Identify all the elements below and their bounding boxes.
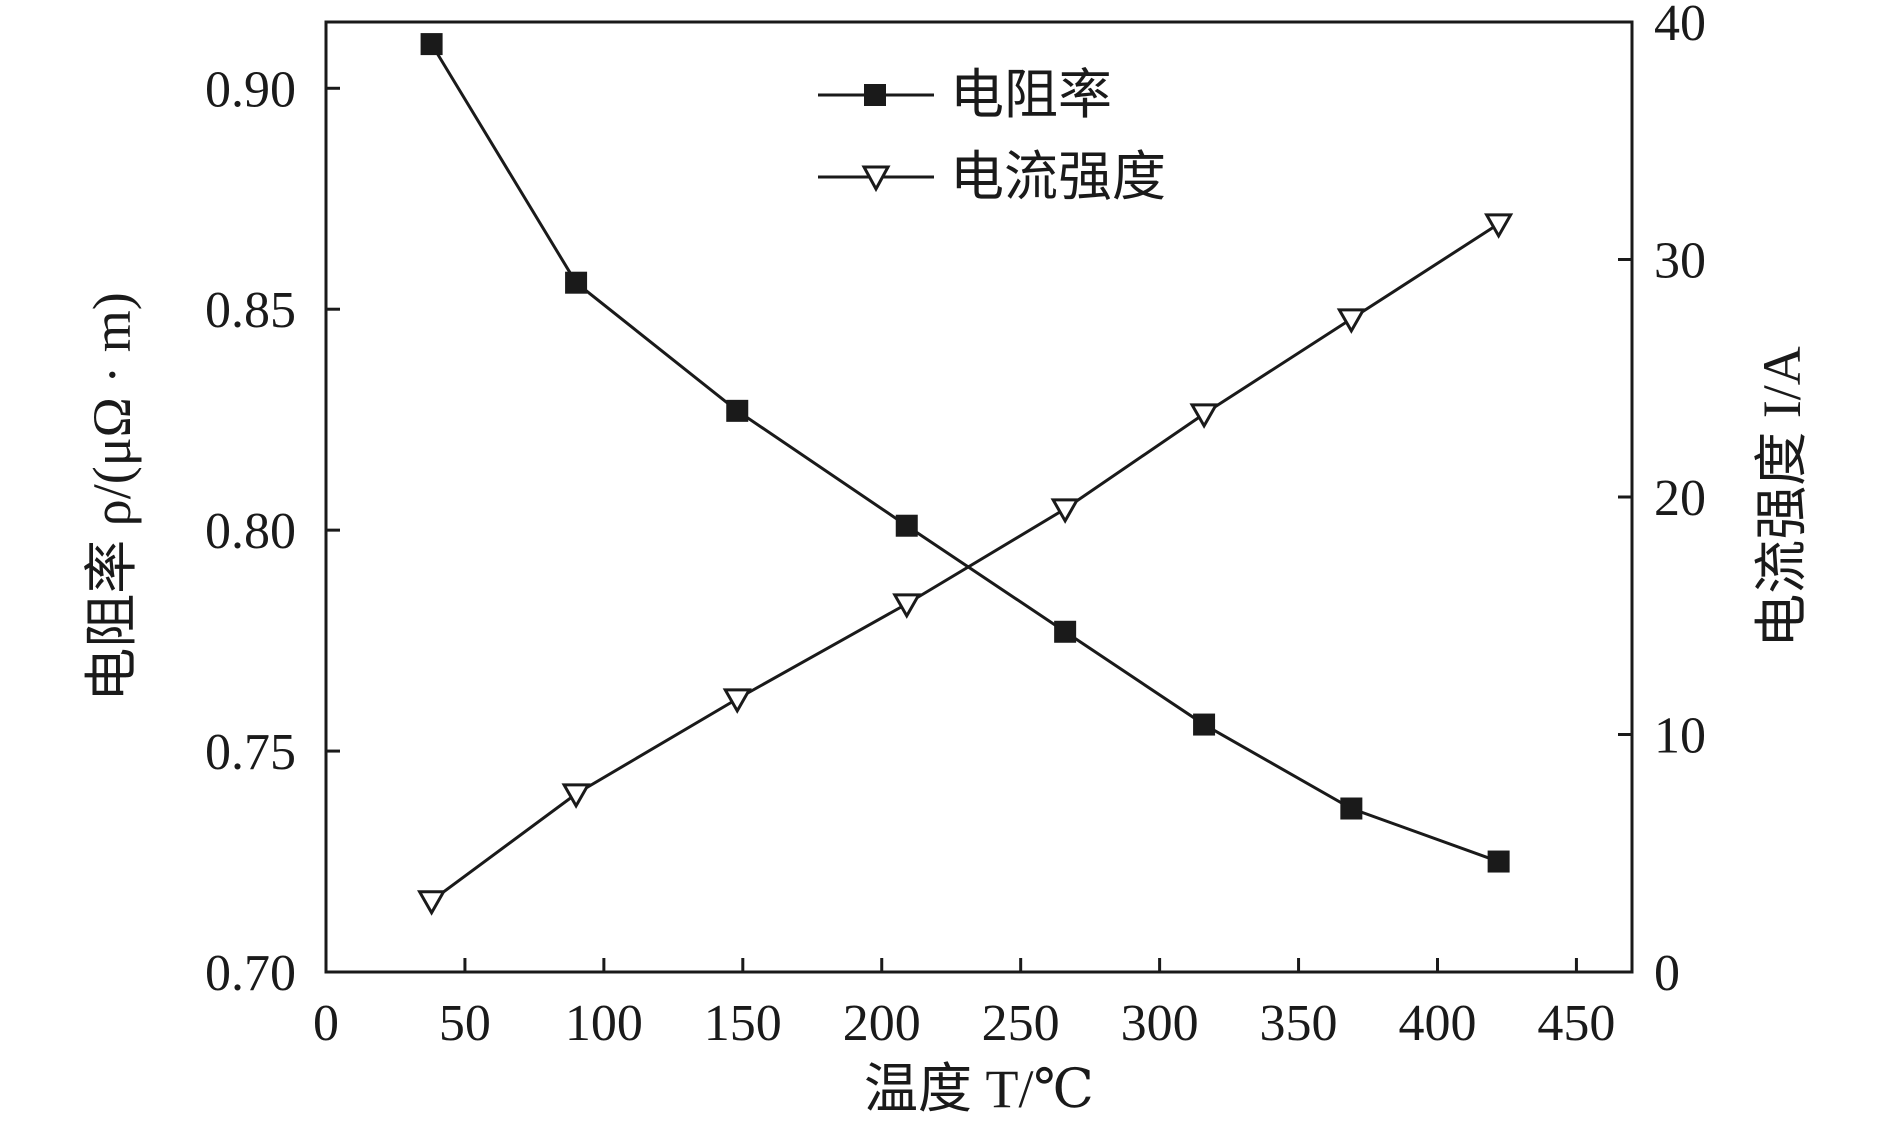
- right-y-tick-label: 30: [1654, 233, 1706, 290]
- data-point-square: [1054, 620, 1077, 643]
- data-point-square: [1487, 850, 1510, 873]
- left-y-tick-label: 0.80: [205, 503, 296, 560]
- legend-label-current: 电流强度: [950, 147, 1166, 207]
- open-triangle-icon: [861, 165, 891, 193]
- left-y-tick-label: 0.75: [205, 724, 296, 781]
- data-point-square: [1340, 797, 1363, 820]
- data-point-triangle: [722, 688, 752, 714]
- data-point-square: [895, 514, 918, 537]
- data-point-triangle: [417, 890, 447, 916]
- right-y-tick-label: 10: [1654, 708, 1706, 765]
- x-tick-label: 400: [1398, 995, 1476, 1052]
- left-y-tick-label: 0.90: [205, 61, 296, 118]
- right-y-tick-label: 40: [1654, 0, 1706, 52]
- data-point-square: [565, 271, 588, 294]
- data-point-triangle: [561, 783, 591, 809]
- x-tick-label: 350: [1260, 995, 1338, 1052]
- x-tick-label: 100: [565, 995, 643, 1052]
- data-point-square: [726, 399, 749, 422]
- x-tick-label: 0: [313, 995, 339, 1052]
- right-y-axis-label: 电流强度 I/A: [1752, 346, 1812, 647]
- x-tick-label: 250: [982, 995, 1060, 1052]
- data-point-square: [1193, 713, 1216, 736]
- left-y-axis: 0.70 0.75 0.80 0.85 0.90: [205, 61, 340, 1002]
- right-y-tick-label: 20: [1654, 470, 1706, 527]
- legend-label-resistivity: 电阻率: [950, 65, 1112, 125]
- data-point-triangle: [1189, 403, 1219, 429]
- left-y-tick-label: 0.85: [205, 282, 296, 339]
- series-current: [417, 213, 1514, 916]
- filled-square-icon: [864, 84, 886, 106]
- x-tick-label: 150: [704, 995, 782, 1052]
- x-tick-label: 450: [1537, 995, 1615, 1052]
- left-y-tick-label: 0.70: [205, 945, 296, 1002]
- data-point-triangle: [1050, 498, 1080, 524]
- x-axis: 0 50 100 150 200 250 300 350 400 450: [313, 958, 1615, 1052]
- series-line: [430, 43, 1500, 863]
- x-tick-label: 200: [843, 995, 921, 1052]
- data-point-square: [420, 33, 443, 56]
- series-layer: [417, 33, 1514, 916]
- data-point-triangle: [1336, 308, 1366, 334]
- right-y-tick-label: 0: [1654, 945, 1680, 1002]
- x-axis-label: 温度 T/℃: [864, 1059, 1094, 1119]
- x-tick-label: 50: [439, 995, 491, 1052]
- left-y-axis-label: 电阻率 ρ/(μΩ · m): [82, 292, 142, 701]
- series-line: [430, 222, 1500, 902]
- series-resistivity: [420, 33, 1510, 873]
- legend: 电阻率 电流强度: [818, 65, 1166, 207]
- legend-item-current: 电流强度: [818, 147, 1166, 207]
- right-y-axis: 0 10 20 30 40: [1618, 0, 1706, 1002]
- legend-item-resistivity: 电阻率: [818, 65, 1112, 125]
- data-point-triangle: [1484, 213, 1514, 239]
- x-tick-label: 300: [1121, 995, 1199, 1052]
- data-point-triangle: [892, 593, 922, 619]
